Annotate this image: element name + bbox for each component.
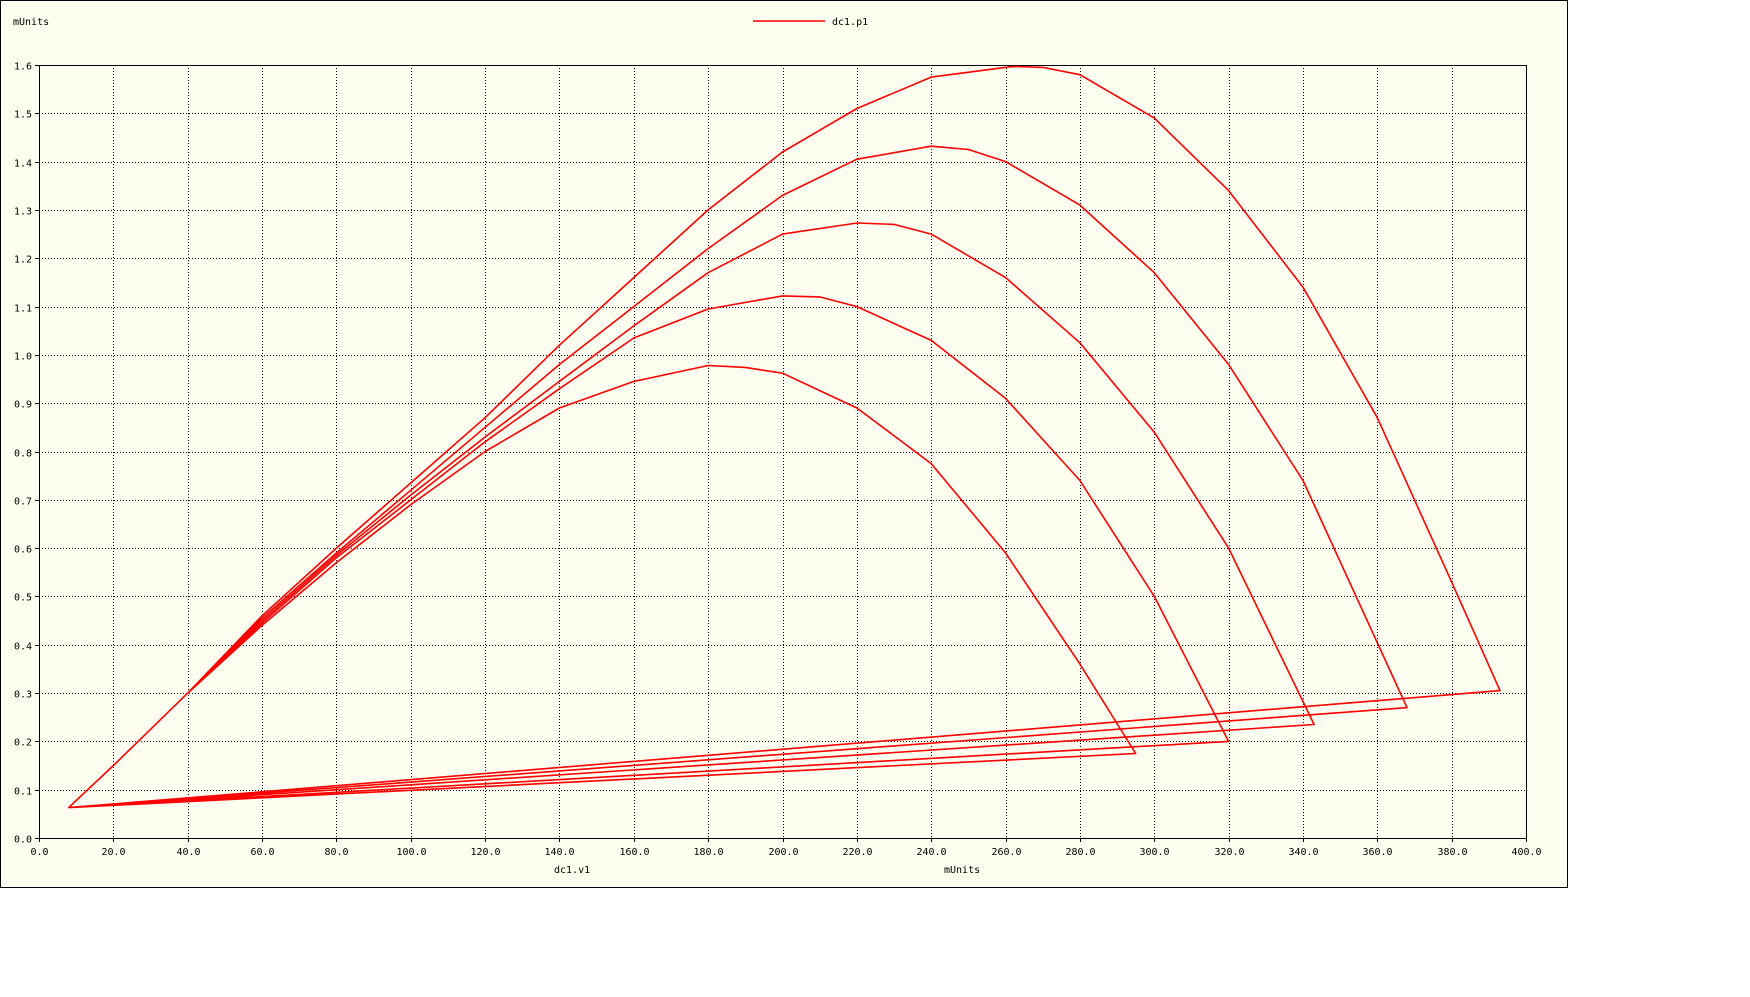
x-tick-label: 300.0 <box>1139 847 1169 858</box>
x-tick-label: 320.0 <box>1214 847 1244 858</box>
legend-label: dc1.p1 <box>832 17 868 28</box>
x-tick-label: 160.0 <box>619 847 649 858</box>
y-tick-label: 0.9 <box>14 400 32 411</box>
y-tick-label: 0.4 <box>14 642 32 653</box>
legend: dc1.p1 <box>753 17 868 28</box>
x-tick-label: 380.0 <box>1437 847 1467 858</box>
y-tick-label: 0.2 <box>14 738 32 749</box>
series-line-dc1-p1 <box>67 65 1501 809</box>
tick-labels: 0.0 20.0 40.0 60.0 80.0 100.0 120.0 140.0 160.0 1… <box>14 62 1542 859</box>
y-tick-label: 0.5 <box>14 593 32 604</box>
x-tick-label: 20.0 <box>101 847 125 858</box>
x-tick-label: 200.0 <box>768 847 798 858</box>
y-tick-label: 1.4 <box>14 159 32 170</box>
x-tick-label: 120.0 <box>470 847 500 858</box>
x-tick-label: 60.0 <box>250 847 274 858</box>
x-tick-label: 180.0 <box>693 847 723 858</box>
x-tick-label: 40.0 <box>176 847 200 858</box>
y-tick-label: 1.6 <box>14 62 32 73</box>
x-axis-unit-label: mUnits <box>944 865 980 876</box>
y-tick-label: 1.5 <box>14 110 32 121</box>
x-tick-label: 240.0 <box>916 847 946 858</box>
x-tick-label: 280.0 <box>1065 847 1095 858</box>
x-tick-label: 360.0 <box>1362 847 1392 858</box>
grid <box>39 65 1526 838</box>
y-tick-label: 0.1 <box>14 787 32 798</box>
x-axis-label: dc1.v1 <box>554 865 590 876</box>
y-tick-label: 0.6 <box>14 545 32 556</box>
x-tick-label: 220.0 <box>842 847 872 858</box>
y-tick-label: 0.7 <box>14 497 32 508</box>
line-chart[interactable]: 0.0 20.0 40.0 60.0 80.0 100.0 120.0 140.0 160.0 1… <box>1 1 1569 889</box>
plot-window: 0.0 20.0 40.0 60.0 80.0 100.0 120.0 140.0 160.0 1… <box>0 0 1568 888</box>
x-tick-label: 340.0 <box>1288 847 1318 858</box>
x-tick-label: 400.0 <box>1511 847 1541 858</box>
series-layer <box>67 65 1501 809</box>
y-tick-label: 1.0 <box>14 352 32 363</box>
x-tick-label: 0.0 <box>30 847 48 858</box>
y-tick-label: 1.1 <box>14 304 32 315</box>
y-axis-unit-label: mUnits <box>13 17 49 28</box>
x-tick-label: 80.0 <box>324 847 348 858</box>
y-tick-label: 0.3 <box>14 690 32 701</box>
x-tick-label: 260.0 <box>991 847 1021 858</box>
y-tick-label: 0.0 <box>14 835 32 846</box>
y-tick-label: 1.3 <box>14 207 32 218</box>
x-tick-label: 140.0 <box>544 847 574 858</box>
x-tick-label: 100.0 <box>396 847 426 858</box>
y-tick-label: 0.8 <box>14 449 32 460</box>
y-tick-label: 1.2 <box>14 255 32 266</box>
